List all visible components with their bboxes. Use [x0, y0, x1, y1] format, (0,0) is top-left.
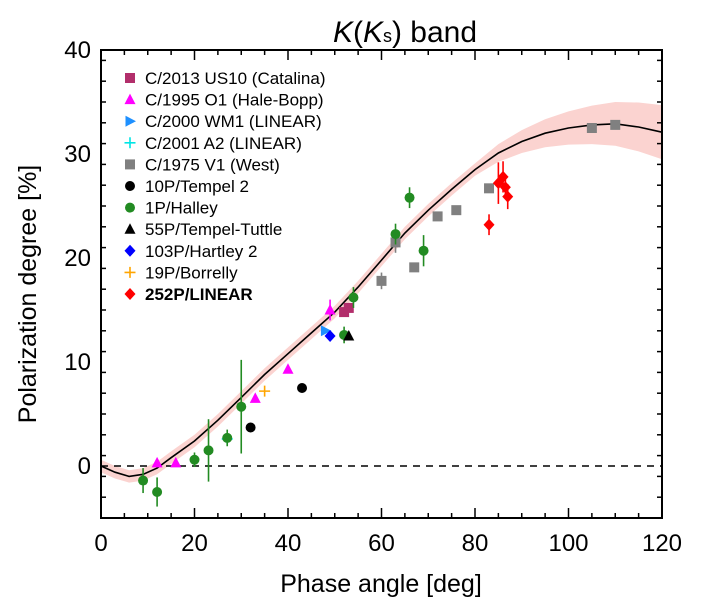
data-point [343, 302, 354, 313]
data-point [502, 190, 514, 203]
legend-marker [124, 288, 136, 300]
legend-item: 19P/Borrelly [124, 263, 238, 282]
legend: C/2013 US10 (Catalina) C/1995 O1 (Hale-Bo… [124, 69, 325, 304]
data-point [610, 119, 621, 130]
legend-label: 55P/Tempel-Tuttle [145, 220, 282, 239]
legend-label: C/2000 WM1 (LINEAR) [145, 112, 322, 131]
legend-marker [124, 244, 136, 257]
legend-label: C/2001 A2 (LINEAR) [145, 134, 302, 153]
x-tick-label: 60 [368, 530, 395, 557]
legend-marker [124, 266, 136, 278]
data-point [282, 363, 294, 374]
data-point [376, 275, 387, 286]
data-point [138, 475, 149, 486]
legend-label: 19P/Borrelly [145, 263, 238, 282]
data-point [151, 456, 163, 468]
legend-marker [125, 73, 135, 83]
data-point [451, 205, 462, 216]
legend-marker [125, 181, 135, 191]
series-9 [259, 385, 271, 397]
legend-item: 10P/Tempel 2 [125, 177, 249, 196]
data-point [432, 211, 443, 222]
axes: 0 20 40 60 80 100 120 0 10 20 30 40 [64, 37, 682, 557]
series-10 [483, 161, 514, 236]
data-point [586, 123, 597, 133]
x-tick-label: 100 [548, 530, 588, 557]
data-point [348, 292, 359, 303]
model-curve-group [100, 122, 663, 478]
legend-item: C/2001 A2 (LINEAR) [124, 134, 302, 153]
data-point [170, 456, 182, 468]
data-point [259, 385, 271, 397]
x-tick-label: 20 [181, 530, 208, 557]
data-point [418, 245, 429, 256]
data-point [222, 432, 233, 443]
data-point [320, 325, 332, 337]
series-0 [339, 302, 354, 318]
legend-label: C/1995 O1 (Hale-Bopp) [145, 91, 324, 110]
data-point [404, 192, 415, 203]
legend-item: C/1995 O1 (Hale-Bopp) [124, 91, 324, 110]
legend-marker [124, 137, 136, 149]
x-tick-label: 80 [462, 530, 489, 557]
data-point [203, 445, 214, 456]
data-points [138, 119, 621, 507]
x-tick-label: 0 [94, 530, 107, 557]
legend-label: 10P/Tempel 2 [145, 177, 249, 196]
data-point [483, 218, 495, 231]
legend-label: 1P/Halley [145, 199, 218, 218]
y-tick-label: 30 [64, 141, 91, 168]
legend-marker [125, 115, 136, 127]
series-8 [324, 330, 336, 342]
y-tick-label: 40 [64, 37, 91, 64]
legend-label: 252P/LINEAR [145, 285, 253, 304]
legend-item: 103P/Hartley 2 [124, 242, 257, 261]
model-band-area [101, 102, 662, 483]
x-tick-label: 120 [642, 530, 682, 557]
legend-marker [125, 159, 135, 170]
chart-title: K(Ks) band [333, 16, 477, 49]
series-7 [343, 330, 355, 341]
series-2 [320, 325, 332, 337]
legend-label: C/1975 V1 (West) [145, 155, 280, 174]
legend-item: C/2013 US10 (Catalina) [125, 69, 325, 88]
data-point [409, 262, 420, 273]
data-point [324, 330, 336, 342]
legend-item: C/2000 WM1 (LINEAR) [125, 112, 322, 131]
data-point [324, 304, 336, 315]
data-point [152, 487, 163, 497]
data-point [249, 392, 261, 403]
legend-item: 1P/Halley [125, 199, 218, 218]
legend-label: 103P/Hartley 2 [145, 242, 257, 261]
y-tick-label: 0 [78, 453, 91, 480]
x-tick-label: 40 [275, 530, 302, 557]
legend-item: 55P/Tempel-Tuttle [124, 220, 282, 239]
legend-marker [124, 223, 136, 234]
y-axis-title: Polarization degree [%] [14, 165, 42, 423]
legend-item: C/1975 V1 (West) [125, 155, 280, 174]
model-uncertainty-band [101, 102, 662, 483]
legend-marker [125, 202, 135, 213]
y-tick-label: 20 [64, 245, 91, 272]
y-tick-label: 10 [64, 349, 91, 376]
x-axis-title: Phase angle [deg] [280, 570, 482, 598]
data-point [390, 229, 401, 240]
data-point [343, 330, 355, 341]
legend-item: 252P/LINEAR [124, 285, 253, 304]
data-point [189, 454, 200, 465]
model-curve [100, 122, 663, 478]
series-5 [245, 383, 308, 433]
data-point [236, 401, 247, 412]
legend-label: C/2013 US10 (Catalina) [145, 69, 325, 88]
series-1 [151, 299, 336, 468]
data-point [245, 422, 256, 433]
legend-marker [124, 93, 136, 105]
data-point [484, 183, 495, 194]
data-point [297, 383, 308, 393]
